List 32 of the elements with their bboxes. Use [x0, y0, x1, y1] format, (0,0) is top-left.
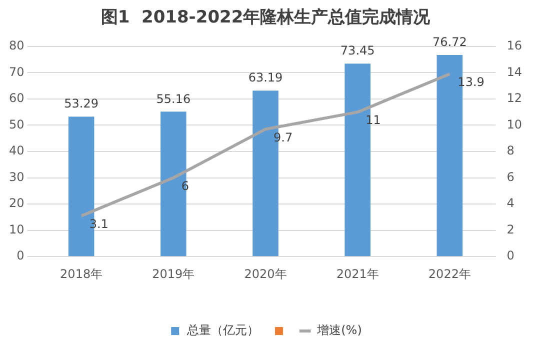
data-label: 53.29 [64, 96, 98, 111]
x-tick-label: 2018年 [60, 266, 103, 281]
data-label: 63.19 [248, 70, 283, 85]
y-tick-label: 80 [8, 38, 24, 53]
data-label: 73.45 [340, 44, 375, 58]
y2-tick-label: 12 [506, 91, 522, 106]
x-tick-label: 2022年 [428, 266, 471, 281]
bar [160, 112, 186, 256]
y2-tick-label: 10 [506, 117, 522, 132]
x-tick-label: 2019年 [152, 266, 195, 281]
y-tick-label: 40 [8, 144, 24, 158]
legend-label: 总量（亿元） [186, 323, 260, 338]
y-tick-label: 0 [16, 248, 24, 263]
y-tick-label: 30 [8, 170, 24, 184]
y2-tick-label: 6 [506, 170, 514, 184]
y2-tick-label: 16 [506, 38, 522, 53]
data-label: 55.16 [156, 92, 191, 106]
y-tick-label: 20 [8, 196, 24, 210]
y2-tick-label: 0 [506, 248, 514, 263]
y2-tick-label: 14 [506, 64, 522, 79]
data-label: 76.72 [432, 35, 467, 50]
y-tick-label: 70 [8, 64, 24, 79]
x-tick-label: 2020年 [244, 266, 287, 281]
legend-label: 增速(%) [316, 323, 362, 338]
y-tick-label: 10 [8, 222, 24, 236]
x-tick-label: 2021年 [336, 266, 379, 281]
y2-tick-label: 2 [506, 222, 514, 236]
y2-tick-label: 4 [506, 196, 514, 210]
chart-title: 图1 2018-2022年隆林生产总值完成情况 [100, 8, 432, 28]
y-tick-label: 60 [8, 91, 24, 106]
y2-tick-label: 8 [506, 144, 514, 158]
y-tick-label: 50 [8, 117, 24, 132]
